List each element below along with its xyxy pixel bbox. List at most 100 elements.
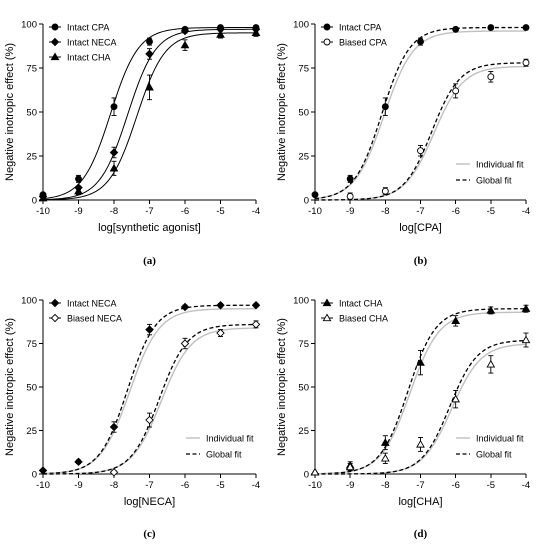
x-tick-label: -4 <box>252 206 260 217</box>
y-tick-label: 0 <box>304 195 309 206</box>
y-axis-title: Negative inotropic effect (%) <box>276 318 288 456</box>
data-point <box>310 467 320 476</box>
y-tick-label: 25 <box>298 151 309 162</box>
legend-global-fit-label: Global fit <box>476 175 512 185</box>
x-tick-label: -10 <box>36 480 50 491</box>
data-point <box>521 304 531 312</box>
x-tick-label: -8 <box>110 480 118 491</box>
legend-marker <box>322 313 332 322</box>
data-point <box>180 40 190 49</box>
y-tick-label: 100 <box>21 19 37 30</box>
data-point <box>417 147 424 155</box>
data-point <box>487 24 495 31</box>
data-point <box>380 438 390 446</box>
data-point <box>251 28 261 36</box>
data-point <box>251 300 261 310</box>
data-point <box>451 316 461 325</box>
data-point <box>109 422 119 432</box>
data-point <box>145 415 154 425</box>
data-point <box>346 175 354 183</box>
panel-d: -10 -9 -8 -7 -6 -5 -4 0 25 50 75 100 log[CHA] Negativ… <box>276 295 531 540</box>
y-tick-label: 75 <box>26 339 37 350</box>
data-point <box>110 103 118 111</box>
y-tick-label: 100 <box>293 295 309 306</box>
y-axis-title: Negative inotropic effect (%) <box>4 318 16 456</box>
legend-marker <box>323 23 331 31</box>
panel-c: -10 -9 -8 -7 -6 -5 -4 0 25 50 75 100 log[NECA] Negati… <box>4 295 261 540</box>
data-point <box>487 73 495 81</box>
y-tick-label: 25 <box>26 426 37 437</box>
x-tick-label: -8 <box>381 206 389 217</box>
legend-individual-fit-label: Individual fit <box>476 159 524 169</box>
data-point <box>109 163 119 172</box>
data-point <box>417 38 424 46</box>
x-tick-label: -6 <box>451 206 459 217</box>
legend-marker <box>50 52 60 61</box>
legend-label: Intact CPA <box>67 22 109 32</box>
data-point <box>522 24 530 31</box>
x-tick-label: -7 <box>416 480 424 491</box>
data-point <box>521 335 531 344</box>
y-tick-label: 75 <box>298 339 309 350</box>
legend-marker <box>323 38 331 46</box>
legend-label: Intact NECA <box>67 37 117 47</box>
data-point <box>486 305 496 314</box>
global-fit-curve <box>43 323 257 475</box>
x-axis-title: log[NECA] <box>124 496 175 508</box>
x-tick-label: -6 <box>181 480 189 491</box>
data-point <box>452 25 460 33</box>
x-tick-label: -8 <box>381 480 389 491</box>
legend-label: Intact CHA <box>67 52 111 62</box>
data-point <box>380 453 390 462</box>
x-tick-label: -9 <box>74 480 82 491</box>
x-tick-label: -9 <box>74 206 82 217</box>
x-tick-label: -10 <box>308 480 322 491</box>
x-tick-label: -5 <box>487 206 495 217</box>
data-point <box>38 466 48 475</box>
x-axis-title: log[synthetic agonist] <box>98 222 201 234</box>
data-point <box>146 38 153 46</box>
data-point <box>345 462 355 471</box>
legend-global-fit-label: Global fit <box>206 449 242 459</box>
x-tick-label: -6 <box>451 480 459 491</box>
y-tick-label: 0 <box>32 469 37 480</box>
x-axis-title: log[CHA] <box>398 496 442 508</box>
x-tick-label: -5 <box>216 206 224 217</box>
y-tick-label: 50 <box>298 107 309 118</box>
y-tick-label: 100 <box>21 295 37 306</box>
data-point <box>381 187 389 195</box>
panel-caption: (c) <box>143 528 156 540</box>
y-axis-title: Negative inotropic effect (%) <box>276 43 288 181</box>
individual-fit-curve <box>314 30 526 200</box>
legend-marker <box>51 23 59 31</box>
data-point <box>74 457 83 467</box>
legend-marker <box>322 298 332 307</box>
global-fit-curve <box>315 339 527 475</box>
x-tick-label: -9 <box>346 206 354 217</box>
data-point <box>311 191 319 199</box>
y-tick-label: 0 <box>304 469 309 480</box>
data-point <box>416 358 425 366</box>
legend-label: Intact CHA <box>339 298 383 308</box>
legend-label: Biased CHA <box>339 313 388 323</box>
data-point <box>180 302 190 312</box>
legend-global-fit-label: Global fit <box>476 449 512 459</box>
x-tick-label: -10 <box>308 206 322 217</box>
legend-individual-fit-label: Individual fit <box>206 433 254 443</box>
panel-caption: (a) <box>143 255 156 267</box>
x-tick-label: -5 <box>487 480 495 491</box>
data-point <box>180 339 190 348</box>
y-tick-label: 75 <box>26 63 37 74</box>
x-tick-label: -4 <box>252 480 260 491</box>
data-point <box>145 325 154 334</box>
global-fit-curve <box>314 26 526 200</box>
x-tick-label: -6 <box>181 206 189 217</box>
x-tick-label: -4 <box>522 480 530 491</box>
data-point <box>522 59 530 67</box>
legend-label: Biased CPA <box>339 37 387 47</box>
data-point <box>451 394 461 403</box>
y-tick-label: 50 <box>298 382 309 393</box>
data-point <box>251 320 261 329</box>
data-point <box>74 186 83 195</box>
